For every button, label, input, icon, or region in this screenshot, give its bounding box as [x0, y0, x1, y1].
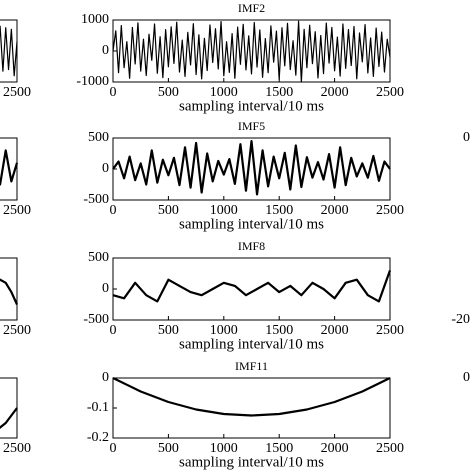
x-tick-label: 500 — [158, 203, 179, 218]
x-tick-label: 2000 — [321, 323, 349, 338]
x-tick-label: 2500 — [3, 85, 31, 100]
x-tick-label: 0 — [110, 441, 117, 456]
x-tick-label: 0 — [110, 85, 117, 100]
axes-frame — [112, 257, 391, 321]
axes-frame — [112, 377, 391, 439]
panel-title: IMF2 — [238, 1, 265, 15]
x-tick-label: 1500 — [265, 323, 293, 338]
signal-line — [0, 149, 19, 186]
y-tick-label: 500 — [88, 250, 109, 265]
x-tick-label: 2500 — [376, 85, 404, 100]
axes-frame — [0, 377, 18, 439]
x-tick-label: 1500 — [265, 203, 293, 218]
x-tick-label: 2000 — [321, 203, 349, 218]
x-tick-label: 1000 — [210, 441, 238, 456]
axes-frame — [0, 257, 18, 321]
x-tick-label: 2500 — [3, 203, 31, 218]
y-tick-label: 0 — [102, 281, 109, 296]
y-tick-label: 1000 — [81, 12, 109, 27]
signal-line — [112, 140, 391, 196]
y-tick-label: 500 — [88, 130, 109, 145]
signal-line — [112, 377, 391, 417]
axes-frame — [0, 137, 18, 201]
signal-line — [0, 278, 19, 305]
signal-line — [0, 407, 18, 429]
x-tick-label: 500 — [158, 85, 179, 100]
y-tick-label: -500 — [83, 192, 109, 207]
x-tick-label: 2500 — [3, 441, 31, 456]
x-tick-label: 500 — [158, 441, 179, 456]
x-tick-label: 2500 — [376, 203, 404, 218]
y-tick-label: 0 — [102, 161, 109, 176]
y-tick-label: -1000 — [76, 74, 109, 89]
y-tick-label: -0.2 — [87, 430, 109, 445]
signal-line — [112, 270, 392, 303]
y-tick-label: 0 — [463, 130, 470, 145]
x-tick-label: 2500 — [376, 323, 404, 338]
panel-title: IMF11 — [235, 359, 268, 373]
axes-frame — [0, 19, 18, 83]
x-tick-label: 1000 — [210, 323, 238, 338]
y-tick-label: -500 — [83, 312, 109, 327]
x-tick-label: 0 — [110, 203, 117, 218]
x-tick-label: 2500 — [376, 441, 404, 456]
y-tick-label: 0 — [102, 43, 109, 58]
x-tick-label: 1000 — [210, 203, 238, 218]
panel-title: IMF8 — [238, 239, 265, 253]
y-tick-label: -20 — [451, 312, 470, 327]
x-axis-label: sampling interval/10 ms — [179, 336, 324, 352]
x-tick-label: 2000 — [321, 441, 349, 456]
x-tick-label: 2500 — [3, 323, 31, 338]
x-tick-label: 2000 — [321, 85, 349, 100]
x-tick-label: 500 — [158, 323, 179, 338]
x-axis-label: sampling interval/10 ms — [179, 98, 324, 114]
x-tick-label: 0 — [110, 323, 117, 338]
x-tick-label: 1500 — [265, 441, 293, 456]
x-axis-label: sampling interval/10 ms — [179, 454, 324, 470]
y-tick-label: 0 — [102, 370, 109, 385]
signal-line — [112, 20, 391, 83]
x-axis-label: sampling interval/10 ms — [179, 216, 324, 232]
x-tick-label: 1000 — [210, 85, 238, 100]
x-tick-label: 1500 — [265, 85, 293, 100]
signal-line — [0, 25, 18, 77]
y-tick-label: 0 — [463, 370, 470, 385]
panel-title: IMF5 — [238, 119, 265, 133]
y-tick-label: -0.1 — [87, 400, 109, 415]
